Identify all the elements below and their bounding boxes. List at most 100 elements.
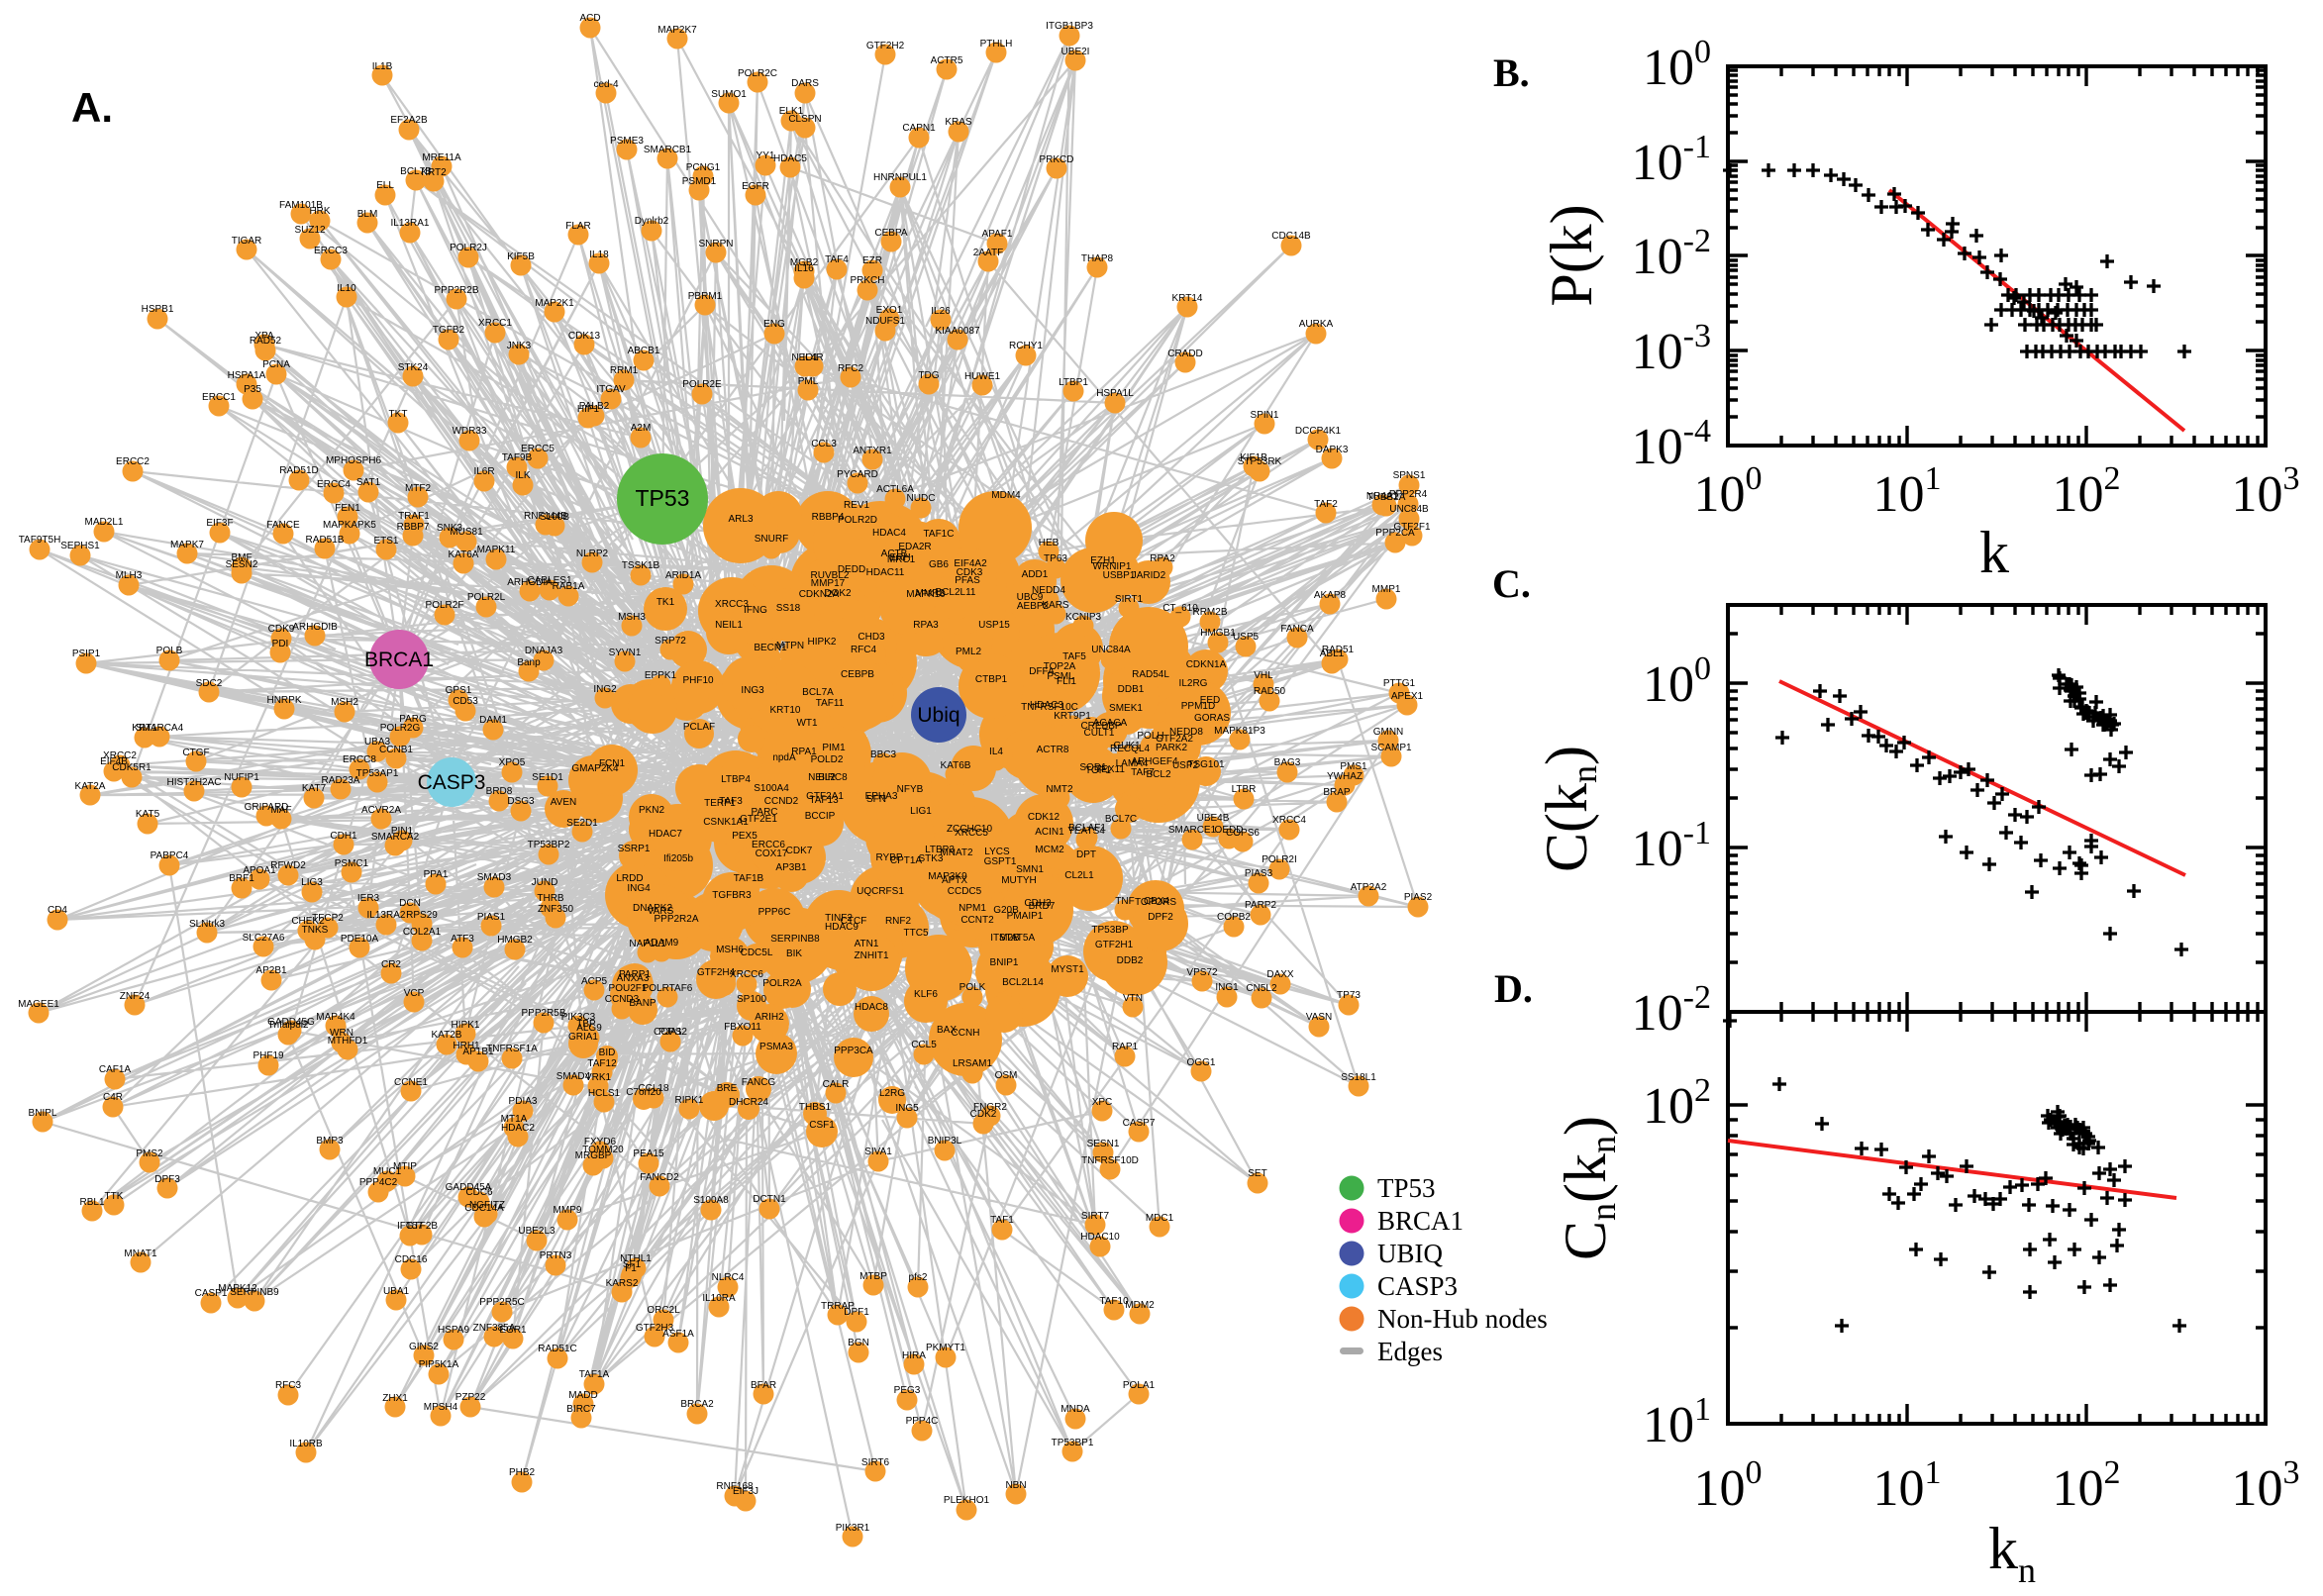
svg-text:HRH1: HRH1 [453, 1041, 480, 1051]
svg-text:APAF1: APAF1 [982, 229, 1013, 240]
svg-text:ILK: ILK [515, 470, 530, 481]
svg-text:KLF6: KLF6 [914, 989, 938, 1000]
svg-text:MAGEE1: MAGEE1 [18, 999, 59, 1010]
svg-text:FEN1: FEN1 [335, 503, 360, 514]
svg-text:MUS81: MUS81 [450, 527, 483, 538]
svg-text:CDC5L: CDC5L [741, 948, 773, 958]
svg-text:FANCE: FANCE [266, 520, 300, 531]
svg-text:POLR2D: POLR2D [838, 515, 877, 526]
svg-text:CSNK1A1: CSNK1A1 [703, 817, 749, 828]
svg-text:EZH1: EZH1 [1090, 555, 1116, 566]
svg-text:SF1: SF1 [623, 1259, 642, 1270]
svg-text:TP53AP1: TP53AP1 [356, 768, 399, 779]
svg-text:CHEK2: CHEK2 [291, 916, 325, 927]
svg-text:ABCB1: ABCB1 [628, 346, 660, 356]
svg-text:DCTN1: DCTN1 [753, 1194, 786, 1205]
svg-text:GUK1: GUK1 [1113, 741, 1141, 751]
svg-text:SOD1: SOD1 [1079, 762, 1107, 773]
svg-text:POLA1: POLA1 [1123, 1380, 1156, 1391]
svg-text:MMP17: MMP17 [811, 578, 846, 589]
svg-text:PHF10: PHF10 [682, 675, 714, 686]
svg-text:PCNG1: PCNG1 [686, 162, 721, 173]
svg-text:FLAR: FLAR [565, 221, 591, 232]
svg-text:PIP5K1A: PIP5K1A [419, 1359, 459, 1370]
svg-text:XRCC6: XRCC6 [730, 969, 763, 980]
svg-text:XPA: XPA [254, 331, 274, 342]
svg-text:PML2: PML2 [956, 647, 982, 657]
svg-text:GB6: GB6 [929, 559, 949, 570]
svg-text:VCP: VCP [404, 988, 425, 999]
svg-text:LTBR: LTBR [1232, 784, 1257, 795]
svg-text:C(kn): C(kn) [1534, 746, 1604, 872]
svg-text:PARP1: PARP1 [619, 969, 651, 980]
svg-text:CCDC5: CCDC5 [948, 886, 982, 897]
svg-text:BCL7A: BCL7A [802, 687, 834, 698]
svg-text:pfs2: pfs2 [909, 1272, 928, 1283]
svg-text:GRIA1: GRIA1 [568, 1032, 598, 1043]
svg-text:NEDD8: NEDD8 [1169, 727, 1203, 738]
svg-text:BRD8: BRD8 [486, 786, 513, 797]
svg-text:ZNF24: ZNF24 [120, 991, 151, 1002]
svg-text:IL10RB: IL10RB [289, 1439, 323, 1449]
svg-text:ERCC8: ERCC8 [343, 754, 376, 765]
svg-text:TP53: TP53 [1377, 1173, 1436, 1203]
svg-text:GTF2H3: GTF2H3 [636, 1323, 674, 1334]
svg-text:RAD52: RAD52 [250, 336, 282, 347]
svg-text:MAP4K4: MAP4K4 [316, 1012, 355, 1023]
svg-text:TGFB2: TGFB2 [433, 325, 465, 336]
svg-text:MAP2K1: MAP2K1 [535, 298, 574, 309]
svg-text:THRB: THRB [537, 893, 564, 904]
svg-text:CLSPN: CLSPN [788, 114, 821, 125]
svg-text:TOP2A: TOP2A [1044, 661, 1076, 672]
svg-text:CCL18: CCL18 [638, 1083, 669, 1094]
svg-text:RYBP: RYBP [875, 852, 902, 863]
svg-text:THAP8: THAP8 [1081, 253, 1114, 264]
svg-text:BRCA1: BRCA1 [1377, 1206, 1464, 1236]
svg-text:OGG1: OGG1 [1187, 1057, 1216, 1068]
svg-text:HRK: HRK [309, 206, 330, 217]
svg-text:SP100: SP100 [737, 994, 766, 1005]
svg-text:TAF1B: TAF1B [734, 873, 764, 884]
svg-text:PBRM1: PBRM1 [688, 291, 723, 302]
svg-text:ERH: ERH [889, 552, 910, 563]
svg-text:GTF2B: GTF2B [406, 1221, 439, 1232]
svg-text:PPP3CA: PPP3CA [834, 1046, 873, 1056]
svg-text:MTF2: MTF2 [405, 483, 432, 494]
svg-text:JARID2: JARID2 [1132, 570, 1166, 581]
svg-text:CAPN1: CAPN1 [902, 123, 936, 134]
svg-text:SNURF: SNURF [755, 534, 788, 545]
svg-text:CCNB1: CCNB1 [379, 745, 413, 755]
svg-text:CAF1A: CAF1A [99, 1064, 132, 1075]
svg-text:COPS2: COPS2 [654, 1027, 687, 1038]
svg-text:NTHL1: NTHL1 [620, 1253, 652, 1264]
svg-text:D.: D. [1494, 966, 1533, 1011]
svg-text:APOA1: APOA1 [243, 865, 276, 876]
svg-text:SEPHS1: SEPHS1 [60, 541, 100, 551]
svg-text:TFCP2: TFCP2 [312, 913, 344, 924]
svg-text:KIAA0087: KIAA0087 [935, 326, 979, 337]
svg-text:SRP72: SRP72 [655, 636, 686, 647]
svg-text:102: 102 [2053, 460, 2121, 523]
svg-text:HEB: HEB [1039, 538, 1060, 549]
svg-text:ADD1: ADD1 [1022, 569, 1049, 580]
svg-text:DNAJA3: DNAJA3 [525, 646, 563, 656]
svg-text:CDK3: CDK3 [957, 567, 983, 578]
svg-text:GTF2E1: GTF2E1 [740, 814, 777, 825]
svg-text:HIST2H2AC: HIST2H2AC [166, 777, 221, 788]
svg-text:F1: F1 [625, 1263, 637, 1274]
svg-text:ZNF350: ZNF350 [538, 904, 574, 915]
svg-text:COL2A1: COL2A1 [403, 927, 442, 938]
svg-text:YEATS4: YEATS4 [1067, 826, 1105, 837]
svg-text:RAD54L: RAD54L [1132, 669, 1169, 680]
svg-text:FNGR2: FNGR2 [973, 1102, 1007, 1113]
svg-text:DARS: DARS [791, 78, 819, 89]
svg-text:TNF: TNF [1115, 896, 1134, 907]
svg-text:FCN1: FCN1 [599, 758, 626, 769]
svg-text:MAPK7: MAPK7 [170, 540, 204, 550]
svg-text:KARS2: KARS2 [606, 1278, 639, 1289]
svg-text:POLR2E: POLR2E [682, 379, 722, 390]
svg-text:ING5: ING5 [895, 1103, 919, 1114]
svg-text:BFAR: BFAR [751, 1380, 776, 1391]
svg-text:MSH3: MSH3 [618, 612, 646, 623]
svg-text:FANCD2: FANCD2 [640, 1172, 679, 1183]
